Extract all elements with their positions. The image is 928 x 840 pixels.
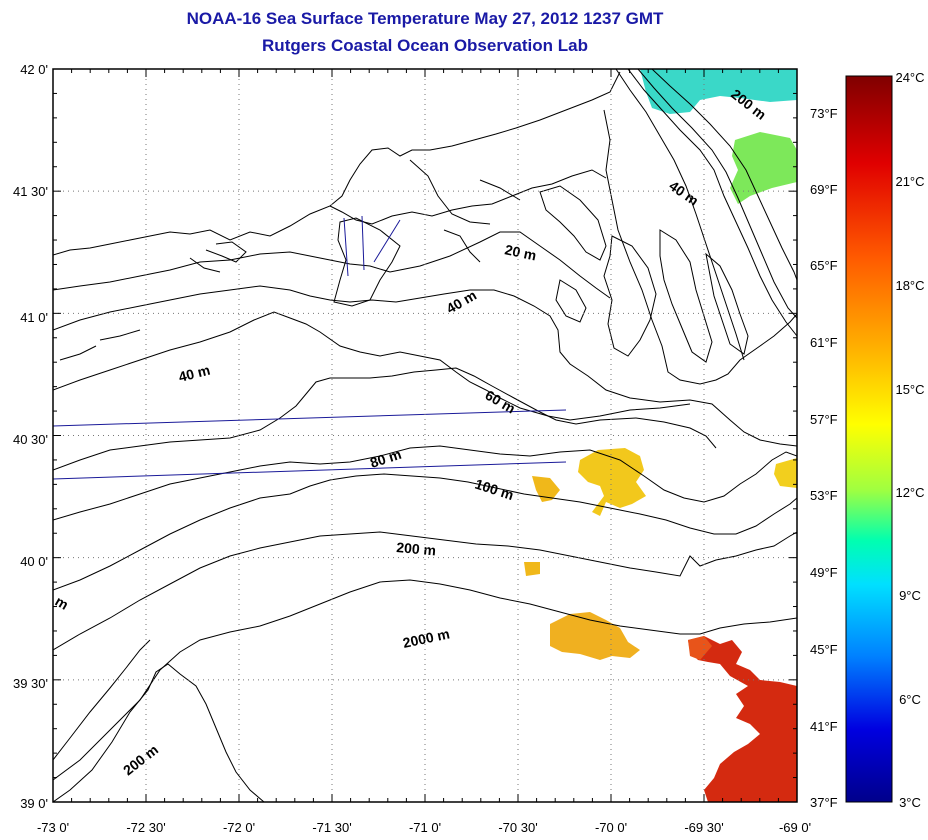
fahrenheit-label: 45°F xyxy=(810,642,838,657)
contour-east-200m-3 xyxy=(651,69,797,281)
shoal-5 xyxy=(555,279,587,323)
lat-label: 42 0' xyxy=(20,62,48,77)
isobath-labels: 200 m 40 m 20 m 40 m 40 m 60 m 80 m 100 … xyxy=(53,86,770,779)
lon-label: -72 0' xyxy=(223,820,255,835)
lon-label: -70 0' xyxy=(595,820,627,835)
sst-patch-green-north xyxy=(730,132,797,204)
colorbar-label: 18°C xyxy=(895,278,924,293)
map-subtitle: Rutgers Coastal Ocean Observation Lab xyxy=(262,36,588,55)
lon-label: -72 30' xyxy=(126,820,165,835)
colorbar-label: 9°C xyxy=(899,588,921,603)
contour-east-200m-2 xyxy=(637,69,797,319)
isobath-label: 20 m xyxy=(503,241,538,263)
shoal-2 xyxy=(603,235,657,357)
bay-lines xyxy=(59,241,247,361)
lon-label: -69 0' xyxy=(779,820,811,835)
fahrenheit-label: 53°F xyxy=(810,488,838,503)
lat-label: 41 30' xyxy=(13,184,48,199)
transect-line-south xyxy=(52,461,567,480)
bathymetry-contours xyxy=(53,69,797,802)
lon-label: -69 30' xyxy=(684,820,723,835)
lat-label: 41 0' xyxy=(20,310,48,325)
lat-label: 39 30' xyxy=(13,676,48,691)
colorbar-label: 21°C xyxy=(895,174,924,189)
colorbar xyxy=(845,75,893,803)
sound-coast xyxy=(409,159,521,263)
contour-east-200m-1 xyxy=(627,69,797,337)
contour-east-40m xyxy=(615,69,745,361)
lon-label: -71 0' xyxy=(409,820,441,835)
island-long xyxy=(333,217,401,307)
shelf-line-2 xyxy=(53,639,151,761)
sst-patch-yellow-small xyxy=(532,476,560,502)
colorbar-labels: 24°C 21°C 18°C 15°C 12°C 9°C 6°C 3°C xyxy=(895,70,924,810)
isobath-label: 40 m xyxy=(177,362,212,385)
isobath-label: 200 m xyxy=(120,741,161,778)
fahrenheit-labels: 73°F 69°F 65°F 61°F 57°F 53°F 49°F 45°F … xyxy=(810,106,838,810)
fahrenheit-label: 49°F xyxy=(810,565,838,580)
colorbar-label: 6°C xyxy=(899,692,921,707)
isobath-label: 200 m xyxy=(396,539,437,558)
sst-patches xyxy=(524,69,797,802)
fahrenheit-label: 65°F xyxy=(810,258,838,273)
contour-40m-shelf xyxy=(53,311,691,421)
transect-lines-bay xyxy=(343,215,401,277)
contour-2000m xyxy=(53,579,797,781)
colorbar-label: 24°C xyxy=(895,70,924,85)
isobath-label: 100 m xyxy=(473,476,516,503)
coast-detail-1 xyxy=(329,169,607,225)
lon-label: -70 30' xyxy=(498,820,537,835)
shoal-1 xyxy=(539,185,607,261)
map-title: NOAA-16 Sea Surface Temperature May 27, … xyxy=(186,9,664,28)
fahrenheit-label: 57°F xyxy=(810,412,838,427)
lat-label: 40 0' xyxy=(20,554,48,569)
sst-patch-cyan-north xyxy=(640,69,797,114)
sst-patch-yellow-south xyxy=(550,612,640,660)
lat-label: 39 0' xyxy=(20,796,48,811)
fahrenheit-label: 61°F xyxy=(810,335,838,350)
colorbar-label: 15°C xyxy=(895,382,924,397)
map-frame xyxy=(52,68,798,803)
contour-40m-inner xyxy=(53,285,797,447)
contour-200m-southwest xyxy=(53,663,265,802)
fahrenheit-label: 41°F xyxy=(810,719,838,734)
isobath-label: 2000 m xyxy=(401,625,451,651)
map-ticks xyxy=(52,68,798,803)
sst-patch-yellow-east xyxy=(774,458,797,488)
contour-60m xyxy=(53,367,717,471)
fahrenheit-label: 73°F xyxy=(810,106,838,121)
contour-80m xyxy=(53,445,797,521)
lat-label: 40 30' xyxy=(13,432,48,447)
map-grid xyxy=(53,69,797,802)
shoal-4 xyxy=(705,252,749,355)
longitude-labels: -73 0' -72 30' -72 0' -71 30' -71 0' -70… xyxy=(37,820,811,835)
contour-20m xyxy=(53,231,611,299)
colorbar-label: 3°C xyxy=(899,795,921,810)
lon-label: -71 30' xyxy=(312,820,351,835)
transect-lines xyxy=(52,215,567,480)
isobath-label: m xyxy=(53,593,72,613)
colorbar-label: 12°C xyxy=(895,485,924,500)
sst-patch-yellow-dot xyxy=(524,562,540,576)
lon-label: -73 0' xyxy=(37,820,69,835)
sst-patch-orange-edge xyxy=(688,636,712,660)
latitude-labels: 42 0' 41 30' 41 0' 40 30' 40 0' 39 30' 3… xyxy=(13,62,48,811)
cape-cod-coast xyxy=(603,109,797,385)
sst-patch-red-southeast xyxy=(688,636,797,802)
contour-200m xyxy=(53,531,797,651)
shoal-3 xyxy=(659,229,713,363)
sst-patch-yellow-mid xyxy=(578,448,646,516)
coastline-north xyxy=(53,71,621,256)
transect-line-north xyxy=(52,409,567,427)
contour-100m xyxy=(53,473,797,591)
fahrenheit-label: 69°F xyxy=(810,182,838,197)
fahrenheit-label: 37°F xyxy=(810,795,838,810)
